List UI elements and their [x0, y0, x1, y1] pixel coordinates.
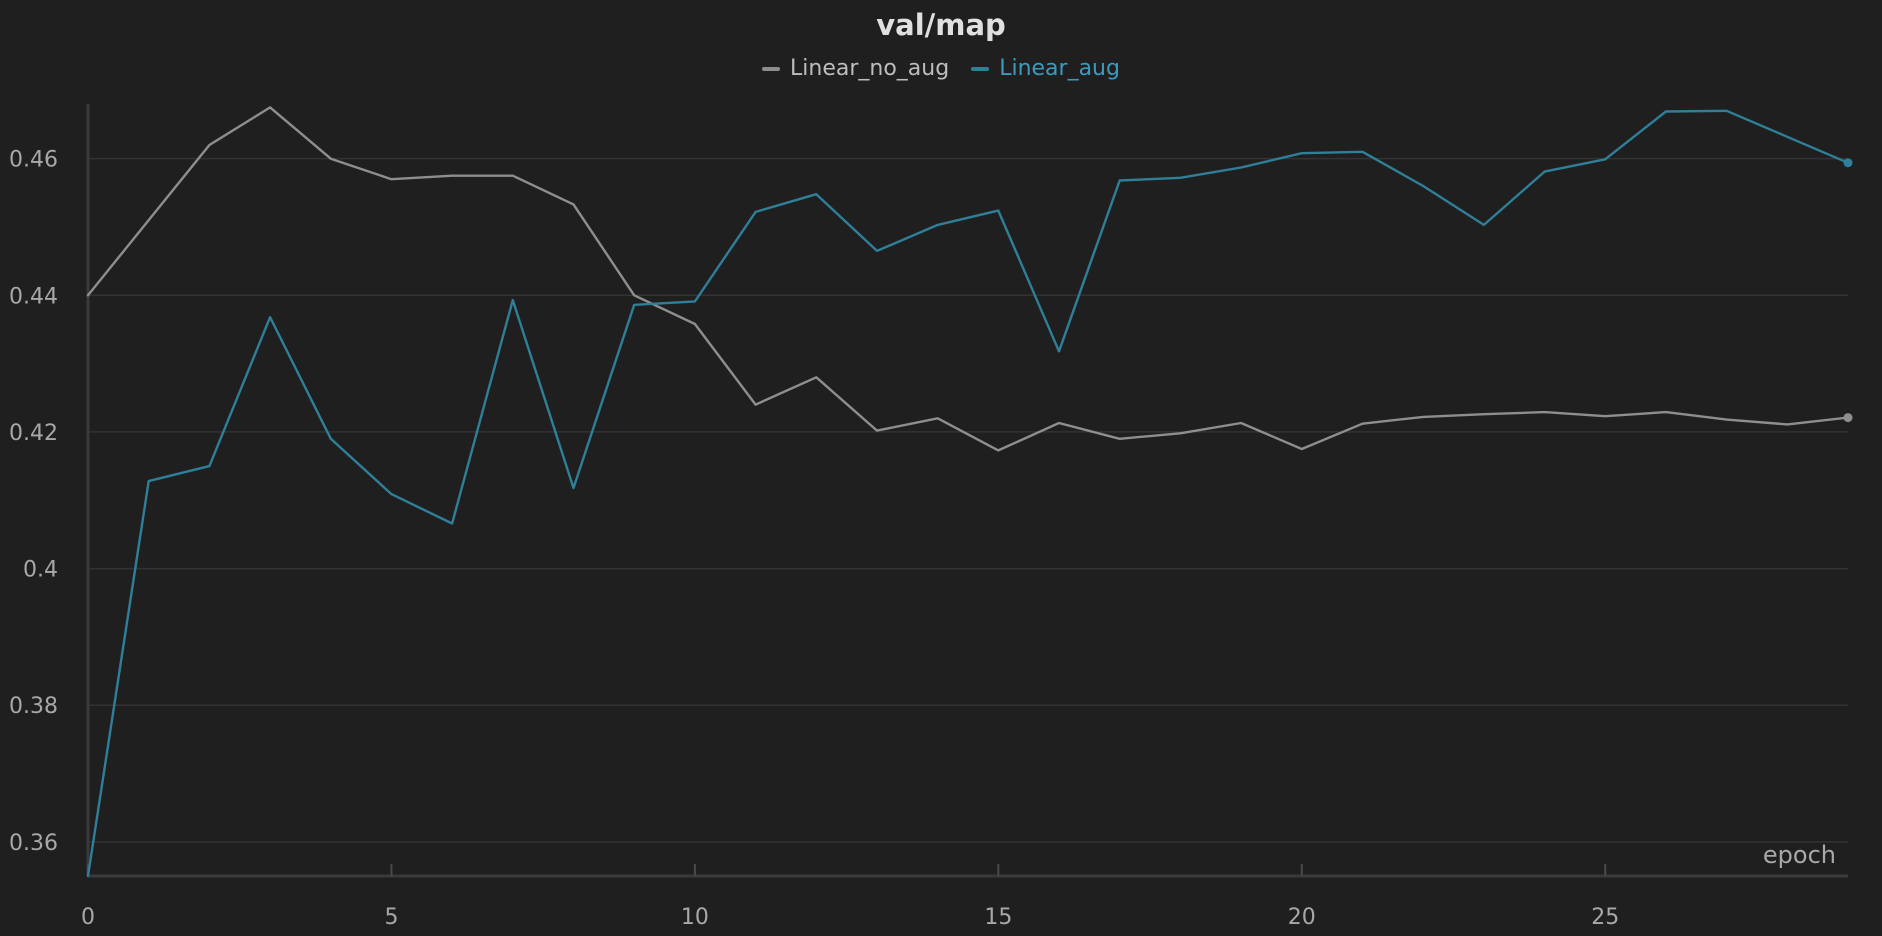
- axes: [86, 104, 1848, 878]
- grid-lines: [88, 157, 1848, 843]
- legend: Linear_no_aug Linear_aug: [0, 56, 1882, 81]
- x-tick-label: 20: [1288, 905, 1316, 930]
- y-tick-label: 0.44: [9, 284, 58, 309]
- y-tick-label: 0.42: [9, 421, 58, 446]
- legend-swatch-linear-no-aug: [762, 66, 781, 71]
- x-tick-label: 0: [81, 905, 95, 930]
- series-line-linear-aug: [86, 109, 1850, 878]
- series-end-point-linear-no-aug: [1843, 413, 1853, 423]
- series-lines: [86, 106, 1853, 878]
- x-tick-label: 5: [384, 905, 398, 930]
- series-line-linear-no-aug: [86, 106, 1850, 452]
- legend-item-linear-aug[interactable]: Linear_aug: [971, 56, 1120, 81]
- series-end-point-linear-aug: [1843, 158, 1853, 168]
- y-tick-label: 0.4: [23, 558, 58, 583]
- legend-swatch-linear-aug: [971, 66, 990, 71]
- tick-labels: 0.36 0.38 0.4 0.42 0.44 0.46 0 5 10 15 20 25 epoch: [9, 148, 1836, 930]
- legend-item-linear-no-aug[interactable]: Linear_no_aug: [762, 56, 949, 81]
- y-tick-label: 0.36: [9, 831, 58, 856]
- x-tick-label: 15: [984, 905, 1012, 930]
- y-tick-label: 0.38: [9, 694, 58, 719]
- x-tick-label: 10: [681, 905, 709, 930]
- chart-title: val/map: [876, 8, 1006, 42]
- x-axis-title: epoch: [1763, 841, 1836, 869]
- x-tick-label: 25: [1591, 905, 1619, 930]
- y-tick-label: 0.46: [9, 148, 58, 173]
- legend-label-linear-no-aug: Linear_no_aug: [790, 56, 950, 81]
- legend-label-linear-aug: Linear_aug: [999, 56, 1120, 81]
